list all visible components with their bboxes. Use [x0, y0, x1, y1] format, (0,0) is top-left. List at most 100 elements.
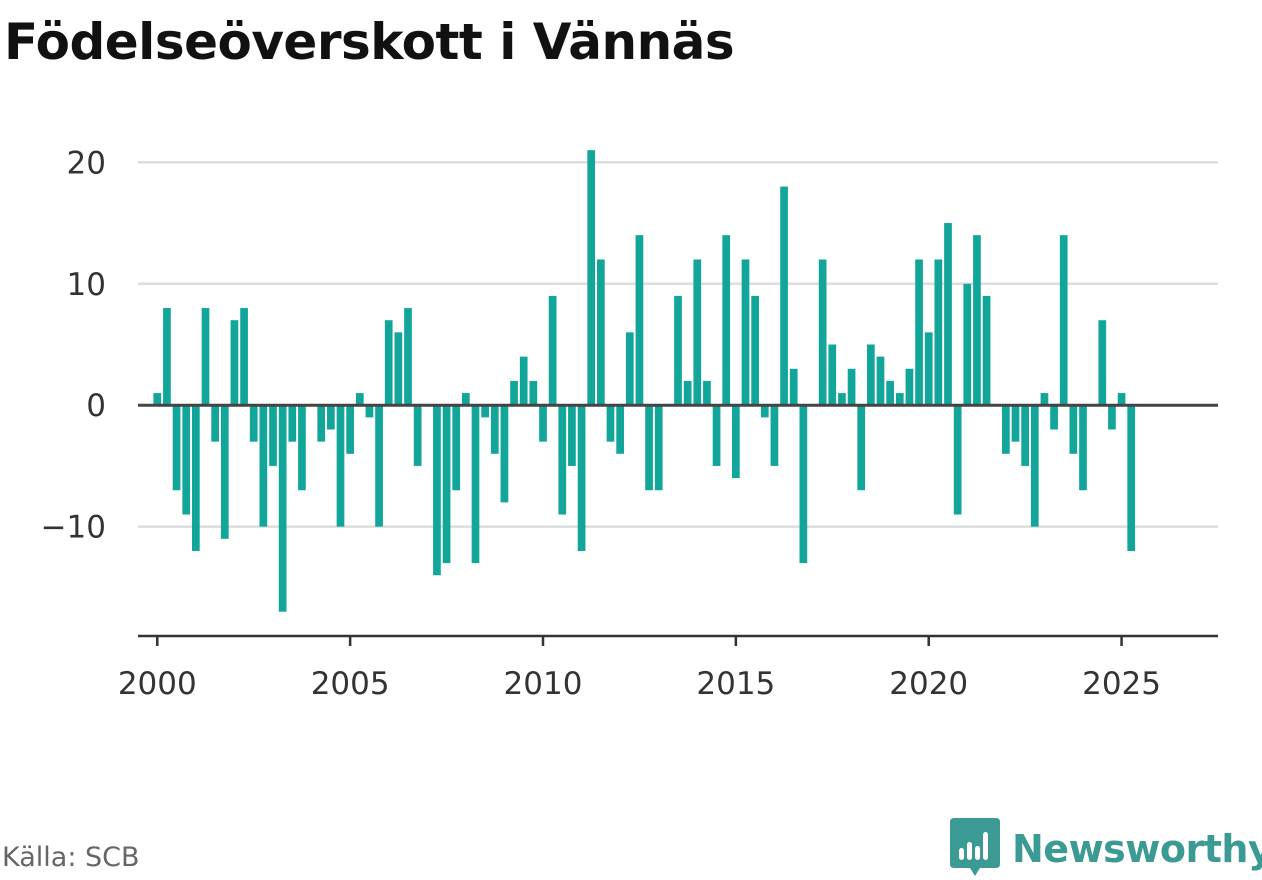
- bar: [1040, 393, 1049, 406]
- bar: [355, 393, 364, 406]
- bar: [433, 405, 441, 576]
- bar: [327, 405, 335, 430]
- bar: [346, 405, 354, 454]
- bar: [770, 405, 779, 466]
- bar: [924, 332, 933, 406]
- bar: [192, 405, 200, 551]
- bar: [616, 405, 624, 454]
- newsworthy-logo-icon: [950, 818, 1000, 876]
- bar: [895, 393, 904, 406]
- bar: [278, 405, 287, 612]
- bar: [1059, 235, 1068, 406]
- bar: [336, 405, 345, 527]
- bar: [1021, 405, 1029, 466]
- bar: [857, 405, 866, 491]
- bar: [201, 308, 210, 406]
- bar: [384, 320, 393, 406]
- bar: [298, 405, 306, 491]
- bar: [394, 332, 403, 406]
- brand-name: Newsworthy: [1012, 827, 1262, 871]
- bar: [674, 295, 682, 406]
- bar: [818, 259, 827, 406]
- bar: [375, 405, 383, 527]
- bar: [1108, 405, 1116, 430]
- bar: [230, 320, 239, 406]
- bar: [539, 405, 547, 442]
- x-tick-label: 2005: [311, 666, 390, 702]
- bar: [1030, 405, 1039, 527]
- bar: [1098, 320, 1107, 406]
- bar: [1117, 393, 1126, 406]
- bar: [153, 393, 162, 406]
- bar: [635, 235, 644, 406]
- bars: [153, 150, 1136, 612]
- x-tick-label: 2020: [889, 666, 968, 702]
- bar: [963, 283, 972, 406]
- bar: [703, 380, 711, 406]
- y-tick-label: 20: [67, 145, 106, 181]
- bar: [1069, 405, 1078, 454]
- y-tick-label: −10: [41, 510, 106, 546]
- bar: [317, 405, 326, 442]
- bar: [799, 405, 808, 564]
- brand-logo: Newsworthy: [950, 818, 1262, 880]
- bar: [915, 259, 923, 406]
- bar: [1011, 405, 1020, 442]
- bar: [1079, 405, 1087, 491]
- bar: [905, 368, 914, 406]
- bar: [973, 235, 981, 406]
- bar: [500, 405, 509, 503]
- bar: [944, 223, 952, 406]
- bar: [249, 405, 258, 442]
- bar: [751, 295, 759, 406]
- bar: [712, 405, 721, 466]
- bar: [471, 405, 480, 564]
- bar: [365, 405, 374, 418]
- bar: [481, 405, 489, 418]
- bar: [172, 405, 181, 491]
- bar: [462, 393, 470, 406]
- bar: [577, 405, 586, 551]
- y-tick-label: 10: [67, 267, 106, 303]
- bar: [413, 405, 422, 466]
- bar: [288, 405, 297, 442]
- bar: [587, 150, 596, 406]
- bar: [529, 380, 538, 406]
- bar: [269, 405, 277, 466]
- x-tick-label: 2025: [1082, 666, 1161, 702]
- source-note: Källa: SCB: [2, 842, 140, 873]
- bar: [876, 356, 885, 406]
- bar: [741, 259, 750, 406]
- bar: [1002, 405, 1010, 454]
- bar: [220, 405, 229, 539]
- bar: [510, 380, 518, 406]
- bar: [1050, 405, 1058, 430]
- bar: [693, 259, 702, 406]
- x-tick-label: 2010: [504, 666, 583, 702]
- chart-title: Födelseöverskott i Vännäs: [4, 13, 735, 71]
- bar: [847, 368, 856, 406]
- bar: [953, 405, 962, 515]
- bar: [1127, 405, 1136, 551]
- bar: [259, 405, 268, 527]
- bar: [760, 405, 769, 418]
- bar: [404, 308, 412, 406]
- bar: [211, 405, 219, 442]
- bar: [182, 405, 191, 515]
- bar: [452, 405, 461, 491]
- bar: [625, 332, 634, 406]
- bar: [828, 344, 837, 406]
- bar: [519, 356, 528, 406]
- bar: [886, 380, 894, 406]
- bar: [548, 295, 557, 406]
- bar: [645, 405, 653, 491]
- bar: [982, 295, 991, 406]
- bar: [780, 186, 788, 406]
- bar: [442, 405, 451, 564]
- bar: [568, 405, 576, 466]
- x-tick-label: 2015: [696, 666, 775, 702]
- bar: [597, 259, 605, 406]
- y-tick-label: 0: [86, 388, 106, 424]
- bar: [838, 393, 846, 406]
